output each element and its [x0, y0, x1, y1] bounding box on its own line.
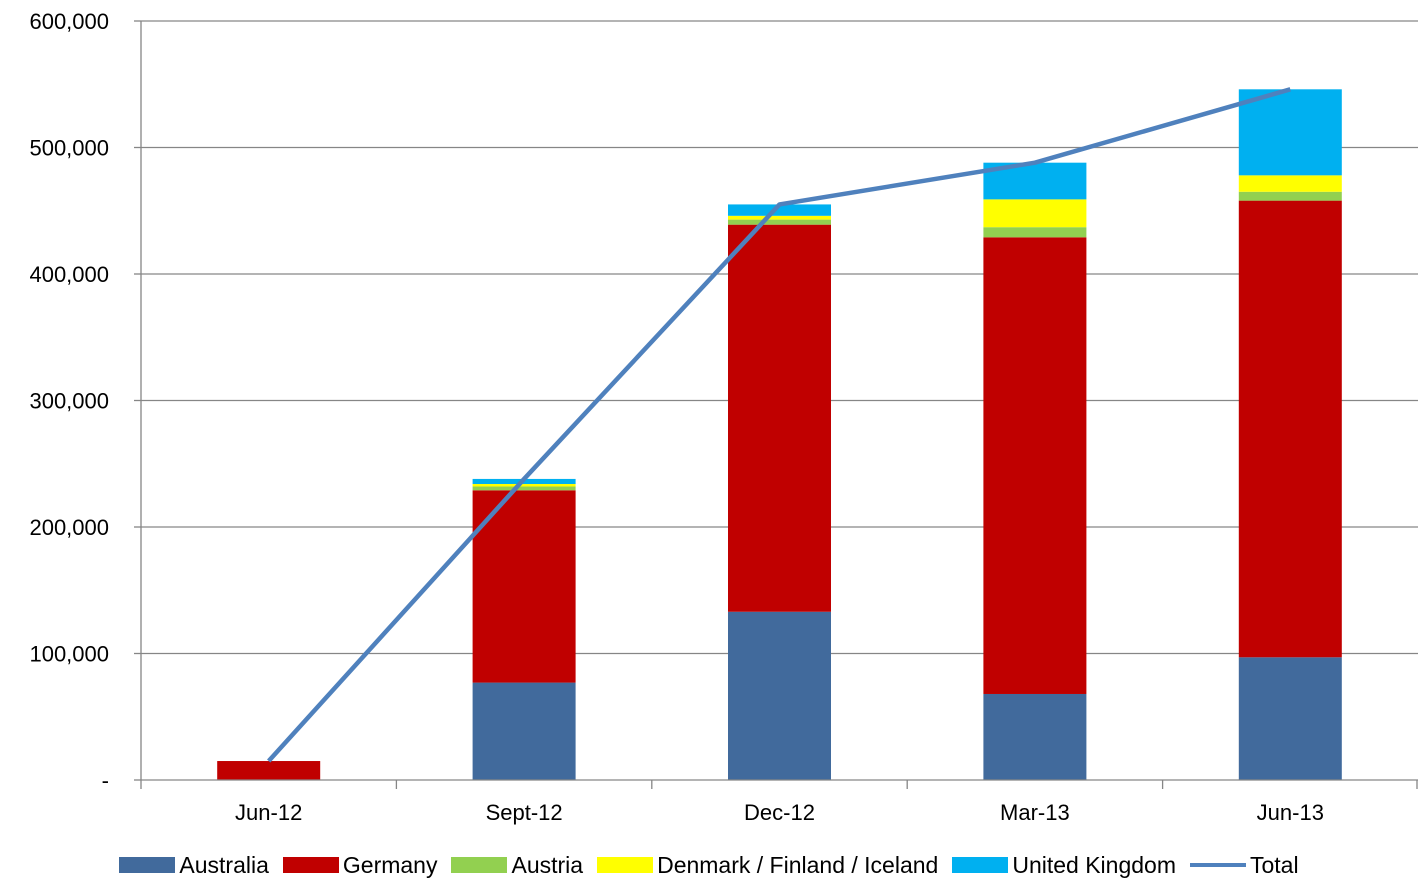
bar-segment-denmark-finland-iceland: [1238, 175, 1342, 192]
y-tick-label: 500,000: [29, 136, 109, 161]
y-tick-label: 300,000: [29, 389, 109, 414]
legend-swatch: [597, 857, 654, 873]
bar-segment-germany: [983, 237, 1087, 694]
bar-segment-australia: [983, 693, 1087, 780]
total-line-series: [267, 87, 1291, 763]
legend-item-denmark-finland-iceland: Denmark / Finland / Iceland: [597, 852, 938, 879]
bar-segment-united-kingdom: [728, 204, 831, 216]
legend-label: United Kingdom: [1012, 851, 1176, 878]
legend-item-australia: Australia: [119, 851, 269, 879]
legend-item-austria: Austria: [451, 852, 583, 879]
legend-label: Denmark / Finland / Iceland: [657, 851, 939, 878]
y-axis-tick-labels: - 100,000 200,000 300,000 400,000 500,000 600,…: [29, 9, 109, 793]
bar-stacks: [217, 89, 1342, 780]
bar-segment-austria: [983, 227, 1087, 238]
legend-label: Total: [1249, 851, 1299, 878]
bar-segment-germany: [472, 490, 576, 683]
legend-swatch: [451, 857, 508, 873]
y-tick-label: 600,000: [29, 9, 109, 34]
axes: [140, 21, 1418, 789]
legend-label: Austria: [511, 851, 584, 878]
bar-segment-denmark-finland-iceland: [983, 199, 1087, 228]
total-line: [267, 87, 1291, 763]
legend-swatch: [282, 857, 339, 873]
legend-label: Australia: [179, 851, 269, 878]
bar-segment-denmark-finland-iceland: [472, 483, 576, 487]
x-tick-label: Dec-12: [744, 800, 815, 825]
bar-segment-germany: [728, 224, 831, 612]
bar-segment-australia: [728, 611, 831, 780]
bar-segment-austria: [1238, 191, 1342, 201]
x-tick-label: Jun-12: [235, 800, 302, 825]
legend-swatch: [1189, 863, 1246, 867]
legend-item-germany: Germany: [282, 851, 438, 879]
bar-segment-denmark-finland-iceland: [728, 215, 831, 220]
legend-label: Germany: [342, 851, 438, 878]
y-tick-label: 200,000: [29, 515, 109, 540]
stacked-bar-chart: - 100,000 200,000 300,000 400,000 500,000 600,…: [29, 9, 1418, 825]
chart-legend: Australia Germany Austria Denmark / Finland…: [0, 848, 1418, 882]
bar-segment-united-kingdom: [1238, 89, 1342, 176]
y-tick-label: 400,000: [29, 262, 109, 287]
bar-segment-germany: [1238, 200, 1342, 658]
bar-segment-austria: [728, 219, 831, 225]
bar-segment-australia: [1238, 657, 1342, 780]
x-axis-tick-labels: Jun-12 Sept-12 Dec-12 Mar-13 Jun-13: [235, 800, 1324, 825]
legend-swatch: [119, 857, 176, 873]
bar-segment-australia: [472, 682, 576, 780]
bar-segment-germany: [217, 761, 321, 780]
legend-swatch: [952, 857, 1009, 873]
y-tick-label: 100,000: [29, 642, 109, 667]
legend-item-total: Total: [1189, 851, 1299, 879]
y-tick-label: -: [102, 768, 109, 793]
x-tick-label: Sept-12: [486, 800, 563, 825]
x-tick-label: Jun-13: [1257, 800, 1324, 825]
legend-item-united-kingdom: United Kingdom: [952, 852, 1176, 879]
x-tick-label: Mar-13: [1000, 800, 1070, 825]
bar-segment-austria: [472, 486, 576, 491]
